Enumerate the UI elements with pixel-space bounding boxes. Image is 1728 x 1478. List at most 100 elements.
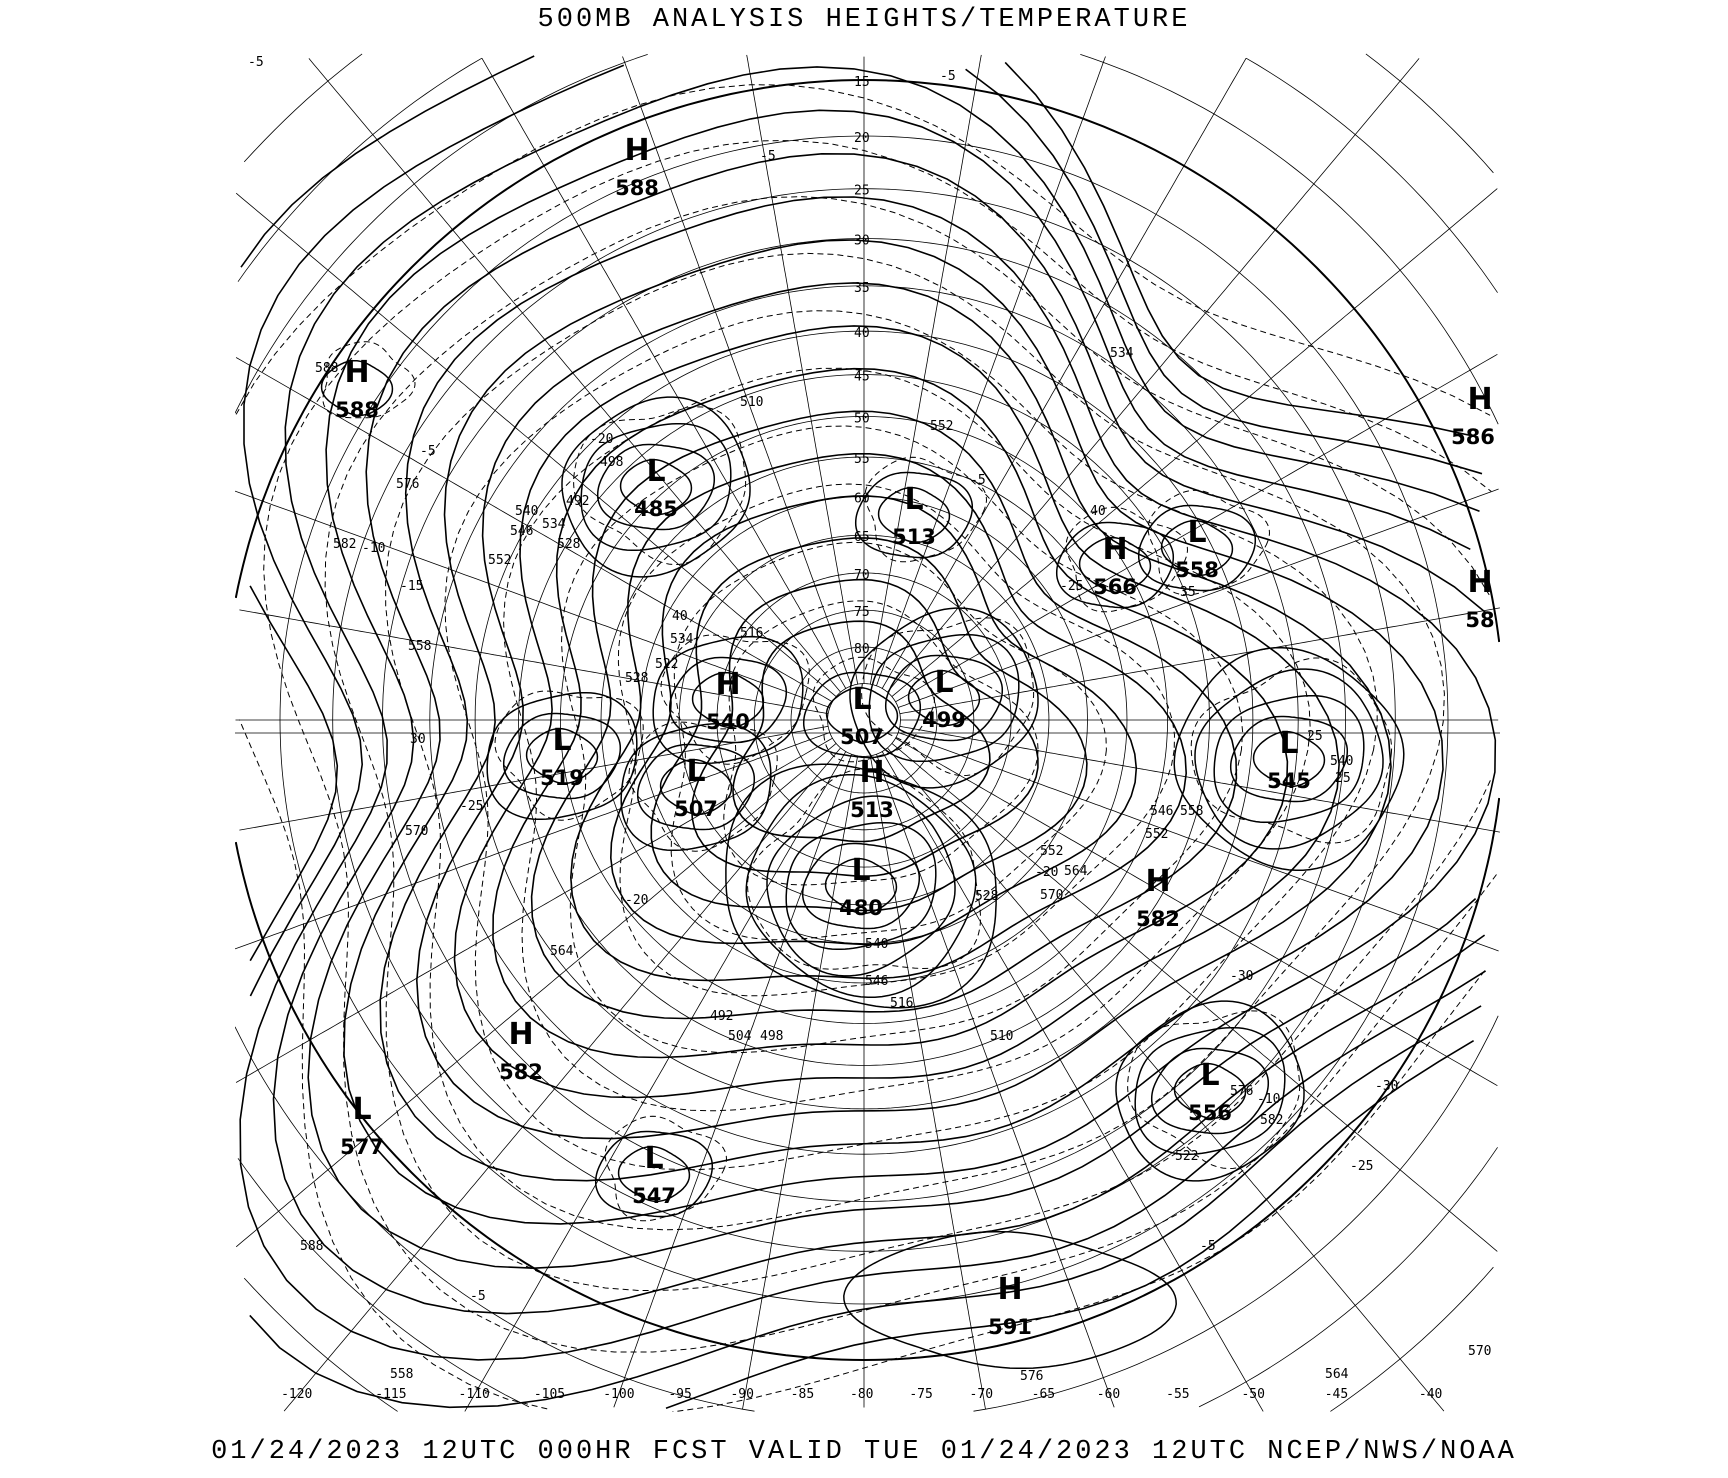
contour-label: -20 (590, 432, 613, 447)
temperature-contour (1065, 506, 1189, 613)
contour-label: 528 (557, 537, 580, 552)
latitude-circle (235, 54, 1499, 1412)
height-contour (690, 578, 1039, 877)
temperature-contour (670, 541, 1107, 941)
height-contour (1252, 730, 1326, 788)
temperature-contour (628, 721, 778, 852)
contour-label: 510 (990, 1029, 1013, 1044)
meridian-line (622, 56, 852, 686)
high-marker: H (1145, 864, 1170, 899)
longitude-label: -95 (668, 1387, 691, 1402)
contour-label: 570 (1468, 1344, 1491, 1359)
temperature-contour (235, 84, 1491, 1412)
center-value: 519 (540, 766, 584, 790)
low-marker: L (852, 682, 871, 717)
contour-label: 570 (405, 824, 428, 839)
contour-label: -10 (362, 541, 385, 556)
meridian-line (876, 754, 1115, 1408)
height-contour (659, 758, 733, 816)
contour-label: 492 (710, 1009, 733, 1024)
height-contour (1229, 715, 1349, 803)
center-value: 582 (1136, 907, 1180, 931)
height-contour (636, 743, 756, 831)
contour-label: 576 (396, 477, 419, 492)
contour-label: -15 (400, 579, 423, 594)
latitude-label: 80 (854, 642, 870, 657)
longitude-label: -85 (791, 1387, 814, 1402)
height-contour (652, 635, 804, 765)
meridian-line (613, 754, 852, 1408)
contour-label: 552 (930, 419, 953, 434)
center-value: 588 (615, 176, 659, 200)
height-contours (239, 55, 1497, 1410)
center-value: 499 (922, 708, 966, 732)
low-marker: L (851, 853, 870, 888)
contour-label: 564 (1325, 1367, 1349, 1382)
height-contour (802, 671, 922, 759)
contour-label: -20 (1035, 865, 1058, 880)
high-marker: H (715, 667, 740, 702)
height-contour (530, 410, 1238, 1020)
latitude-circle (237, 57, 1498, 1408)
contour-label: 546 (1150, 804, 1173, 819)
contour-label: 40 (672, 609, 688, 624)
height-contour (239, 66, 1487, 1361)
height-contour (561, 396, 751, 578)
longitude-label: -80 (850, 1387, 873, 1402)
contour-label: 522 (655, 657, 678, 672)
grid-labels: 15 20 25 30 35 40 45 50 55 60 65 70 75 80 -120 -115 -110… (281, 75, 1442, 1402)
low-marker: L (1200, 1058, 1219, 1093)
low-marker: L (1187, 515, 1206, 550)
height-contour (1213, 694, 1365, 824)
lat-lon-grid (235, 53, 1500, 1412)
contour-label: -10 (1257, 1092, 1280, 1107)
center-value: 582 (499, 1060, 543, 1084)
longitude-label: -60 (1097, 1387, 1120, 1402)
height-contour (243, 64, 1483, 1409)
temperature-contour (385, 252, 1445, 1231)
low-marker: L (1279, 726, 1298, 761)
height-contour (307, 152, 1486, 1270)
height-contour (619, 458, 693, 516)
contour-label: 498 (600, 455, 623, 470)
height-contour (1160, 519, 1234, 577)
longitude-label: -105 (534, 1387, 565, 1402)
temperature-contour (1147, 489, 1271, 596)
low-marker: L (686, 754, 705, 789)
high-pressure-center: H 582 (1136, 864, 1180, 931)
height-contour (849, 607, 1039, 789)
contour-label: -30 (1230, 969, 1253, 984)
height-contour (668, 656, 788, 744)
meridian-line (235, 490, 830, 708)
valid-time-footer: 01/24/2023 12UTC 000HR FCST VALID TUE 01… (211, 1437, 1517, 1467)
longitude-label: -115 (375, 1387, 406, 1402)
center-value: 586 (1451, 425, 1495, 449)
temperature-contour (573, 406, 747, 566)
meridian-line (891, 188, 1498, 697)
contour-label: 504 (728, 1029, 752, 1044)
meridian-line (895, 353, 1498, 703)
contour-label: 552 (1040, 844, 1063, 859)
meridian-line (235, 743, 837, 1248)
low-pressure-center: L 558 (1175, 515, 1219, 582)
center-value: 513 (892, 525, 936, 549)
height-contour (486, 691, 638, 821)
contour-label: -5 (760, 149, 776, 164)
low-pressure-center: L 513 (892, 482, 936, 549)
meridian-line (239, 609, 829, 715)
height-contour (877, 486, 951, 544)
height-contour (379, 239, 1444, 1182)
high-marker: H (859, 755, 884, 790)
low-pressure-center: L 480 (839, 853, 883, 920)
temperature-contour (322, 341, 416, 419)
high-marker: H (344, 355, 369, 390)
contour-label: 540 (1330, 754, 1353, 769)
latitude-label: 15 (854, 75, 870, 90)
contour-label: 558 (408, 639, 431, 654)
meridian-line (235, 732, 830, 950)
meridian-line (481, 57, 847, 689)
height-contour (240, 55, 1479, 1410)
contour-label: 534 (670, 632, 694, 647)
latitude-label: 55 (854, 452, 870, 467)
temperature-contour (864, 456, 988, 563)
